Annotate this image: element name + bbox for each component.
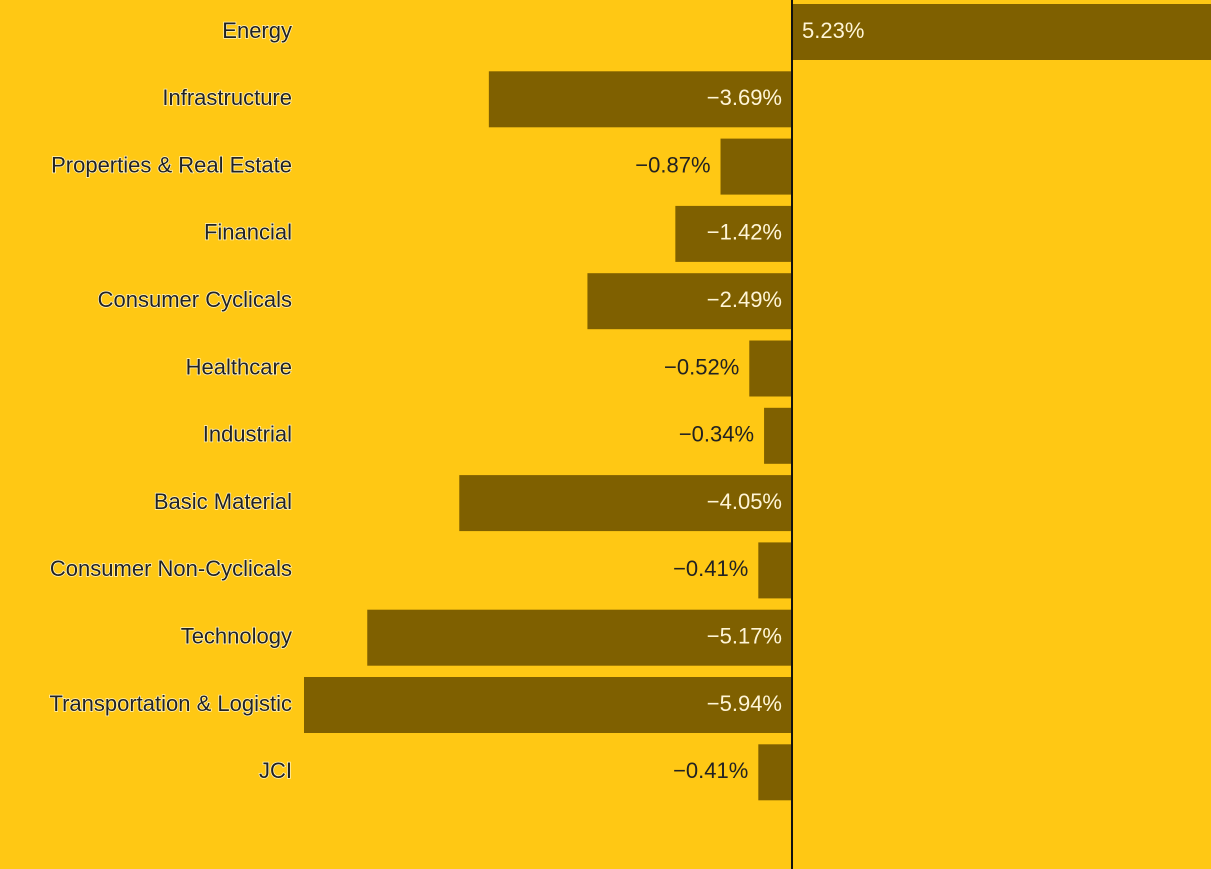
value-label: −5.17% bbox=[707, 624, 782, 649]
bar bbox=[792, 4, 1211, 60]
bar bbox=[764, 407, 792, 464]
value-label: 5.23% bbox=[802, 18, 864, 43]
bar bbox=[459, 475, 792, 532]
category-label: Industrial bbox=[203, 422, 292, 447]
category-label: Financial bbox=[204, 220, 292, 245]
category-label: Energy bbox=[222, 18, 292, 43]
value-label: −3.69% bbox=[707, 85, 782, 110]
bar bbox=[675, 205, 792, 262]
category-label: Properties & Real Estate bbox=[51, 152, 292, 177]
bar bbox=[488, 71, 792, 128]
bar bbox=[367, 609, 792, 666]
category-label: Basic Material bbox=[154, 489, 292, 514]
value-label: −0.41% bbox=[673, 758, 748, 783]
bar bbox=[758, 744, 792, 801]
category-label: Consumer Cyclicals bbox=[98, 287, 292, 312]
category-label: Technology bbox=[181, 624, 292, 649]
value-label: −2.49% bbox=[707, 287, 782, 312]
category-label: JCI bbox=[259, 758, 292, 783]
value-label: −1.42% bbox=[707, 220, 782, 245]
bar bbox=[749, 340, 792, 397]
bar bbox=[587, 273, 792, 330]
category-label: Healthcare bbox=[186, 354, 292, 379]
value-label: −4.05% bbox=[707, 489, 782, 514]
value-label: −0.52% bbox=[664, 354, 739, 379]
value-label: −0.87% bbox=[635, 152, 710, 177]
bar bbox=[758, 542, 792, 599]
bar bbox=[304, 677, 792, 733]
bar bbox=[720, 138, 792, 195]
value-label: −0.34% bbox=[679, 422, 754, 447]
category-label: Consumer Non-Cyclicals bbox=[50, 556, 292, 581]
value-label: −0.41% bbox=[673, 556, 748, 581]
category-label: Transportation & Logistic bbox=[49, 691, 292, 716]
value-label: −5.94% bbox=[707, 691, 782, 716]
category-label: Infrastructure bbox=[162, 85, 292, 110]
